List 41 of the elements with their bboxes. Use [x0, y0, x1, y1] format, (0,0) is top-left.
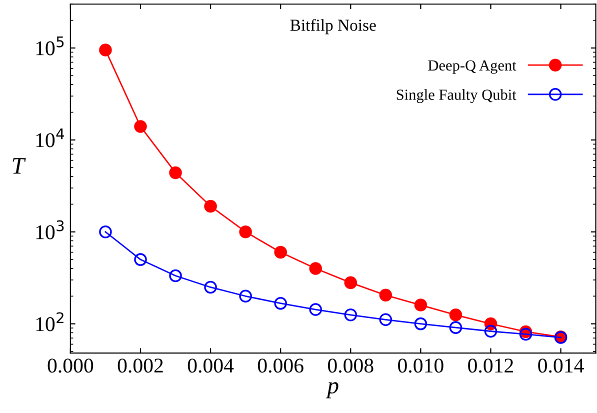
legend-label: Single Faulty Qubit [396, 89, 516, 104]
point [99, 225, 112, 238]
y-axis-title: T [12, 158, 26, 174]
x-tick-label: 0.002 [118, 358, 163, 373]
x-tick-label: 0.008 [328, 358, 374, 373]
y-tick-label: 10$^{4}$ [36, 128, 64, 148]
point [414, 298, 428, 312]
point [344, 308, 358, 322]
legend-label: Deep-Q Agent [428, 60, 516, 74]
x-tick-label: 0.014 [538, 358, 584, 373]
x-tick-label: 0.004 [188, 358, 234, 373]
point [99, 44, 112, 56]
text: Bitfilp Noise [290, 18, 376, 34]
point [134, 120, 147, 133]
point [309, 303, 322, 316]
y-tick-label: 10$^{2}$ [36, 312, 64, 332]
point [239, 225, 252, 238]
point [344, 276, 358, 290]
point [239, 290, 252, 303]
point [414, 317, 428, 330]
point [204, 200, 217, 213]
point [134, 253, 147, 266]
point [274, 246, 287, 259]
x-tick-label: 0.012 [468, 358, 514, 373]
y-tick-label: 10$^{5}$ [36, 36, 64, 56]
x-axis-title: p [326, 382, 338, 398]
point [309, 262, 322, 275]
point [169, 269, 182, 282]
y-tick-label: 10$^{3}$ [36, 220, 64, 240]
point [449, 308, 462, 322]
x-tick-label: 0.010 [398, 358, 444, 373]
point [379, 288, 392, 302]
point [484, 324, 498, 338]
point [204, 280, 217, 294]
point [169, 166, 182, 180]
x-tick-label: 0.006 [258, 358, 304, 373]
point [274, 296, 287, 310]
point [519, 328, 532, 341]
x-tick-label: 0.000 [48, 358, 94, 373]
point [449, 321, 462, 334]
point [379, 313, 392, 326]
